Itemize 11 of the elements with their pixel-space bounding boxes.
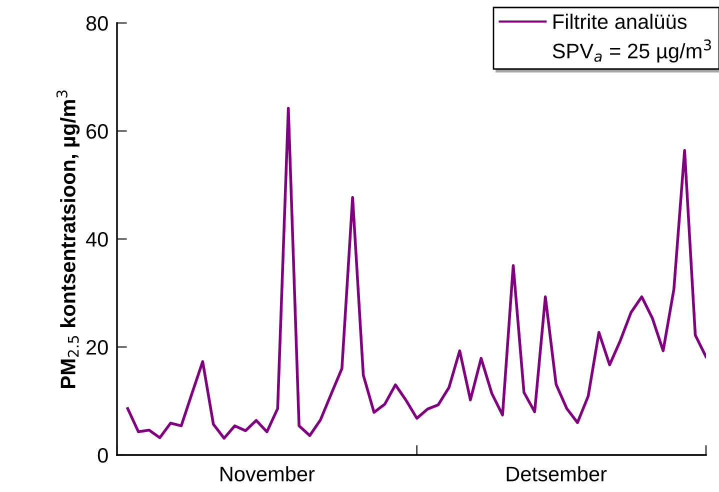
line-series [126,106,706,440]
y-tick-label: 60 [86,124,108,139]
legend-label: Filtrite analüüs [554,14,687,30]
y-tick-label: 40 [86,232,108,247]
y-tick-label: 20 [86,340,108,355]
y-tick-label: 80 [86,16,108,31]
annotation: SPV$_{a}$ = 25 µg/m$^{3}$ [552,39,711,63]
x-tick-label: Detsember [506,466,607,482]
x-tick-label: November [220,466,315,482]
y-tick-label: 0 [98,448,108,463]
y-axis-title: PM$_{2.5}$ kontsentratsioon, µg/m$^{3}$ [56,90,80,388]
